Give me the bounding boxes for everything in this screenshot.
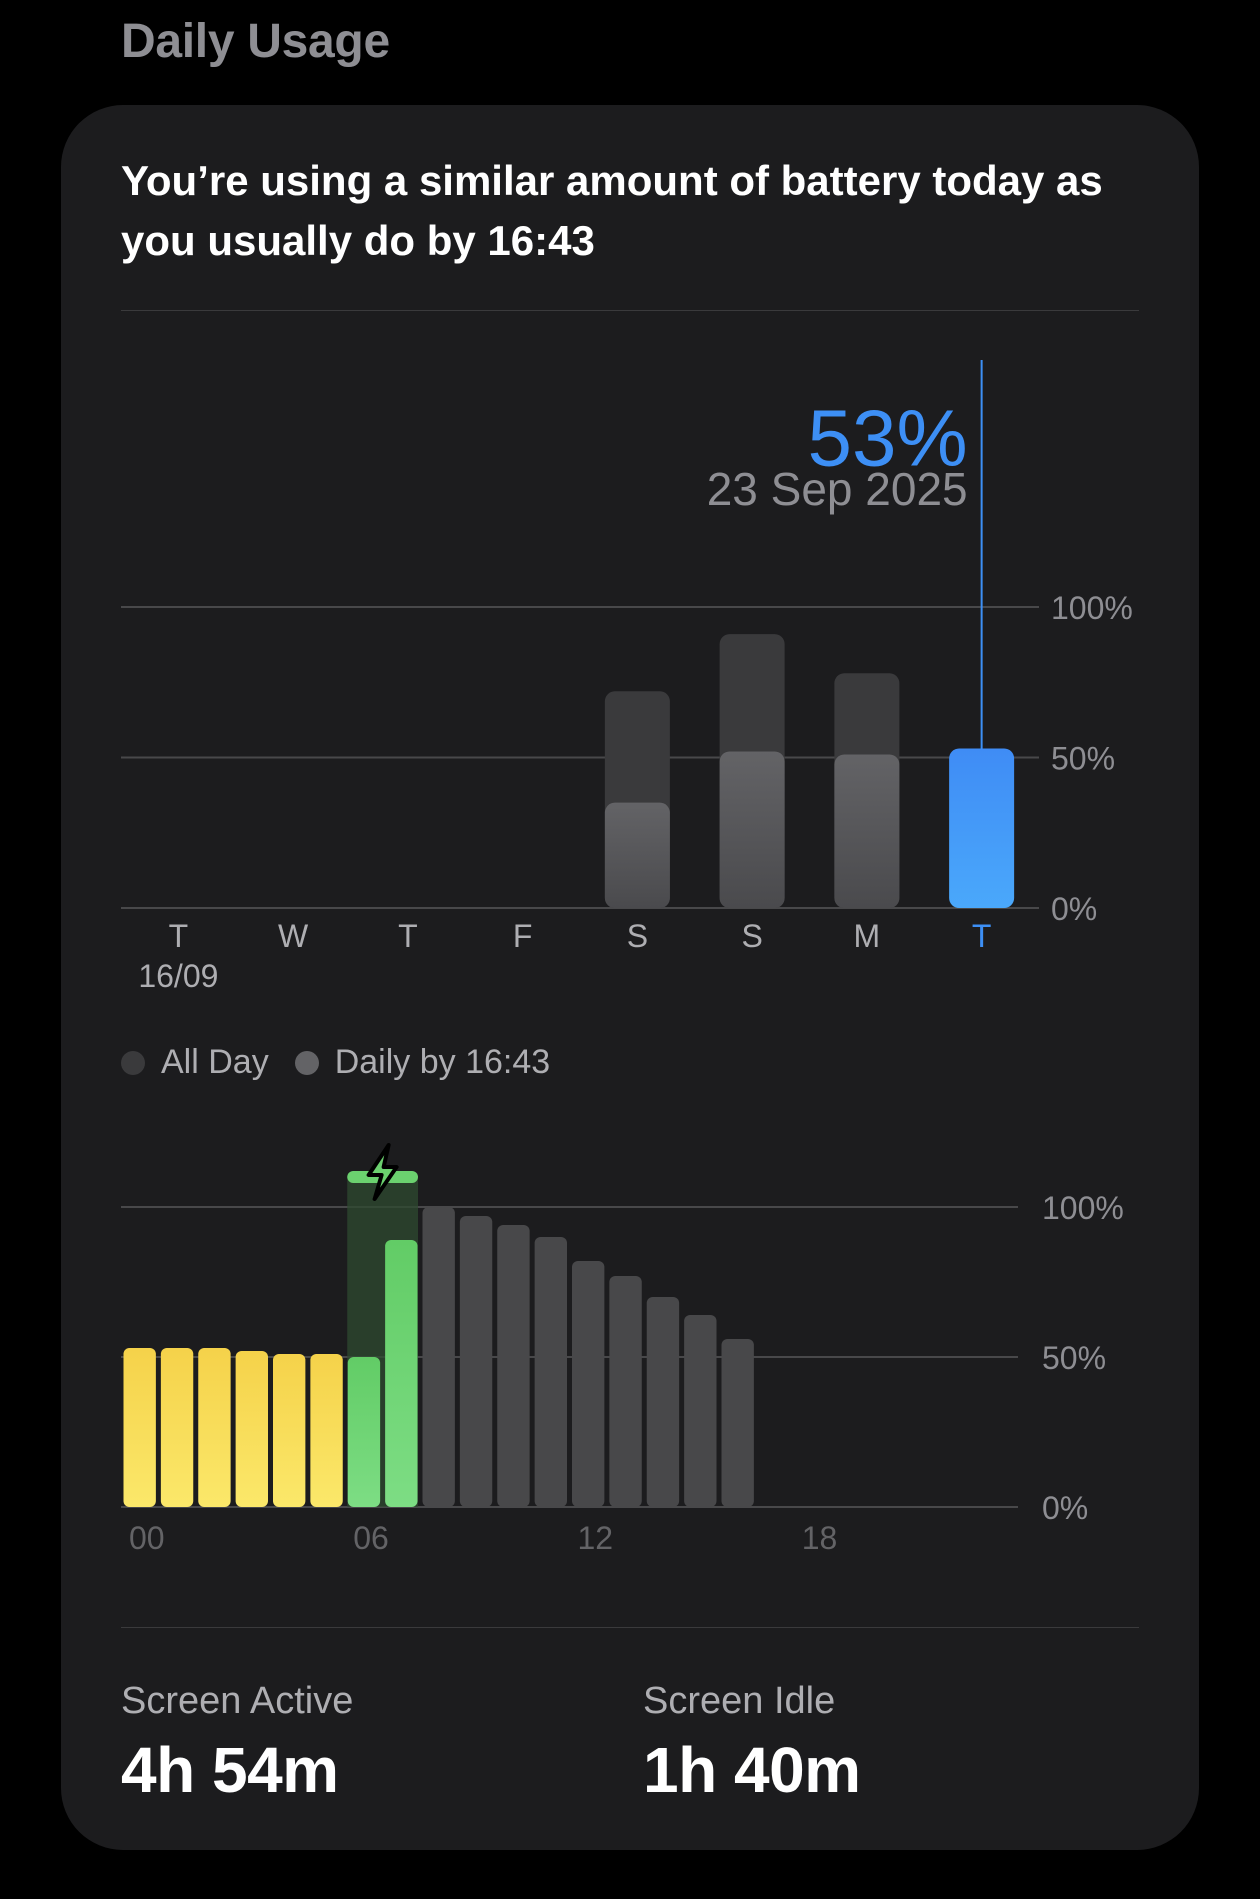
lightning-bolt-icon: [366, 1143, 399, 1201]
hourly-bar-forecast[interactable]: [721, 1339, 754, 1507]
weekly-day-label: T: [972, 918, 992, 954]
legend-daily-by-label: Daily by 16:43: [334, 1043, 551, 1081]
hourly-bar-forecast[interactable]: [534, 1237, 567, 1507]
screen-idle-label: Screen Idle: [643, 1680, 836, 1722]
weekly-bar-by-time[interactable]: [834, 754, 900, 908]
section-title: Daily Usage: [121, 15, 390, 68]
hourly-bar-battery[interactable]: [198, 1348, 231, 1507]
hourly-bar-battery[interactable]: [123, 1348, 156, 1507]
hourly-y-tick: 50%: [1042, 1340, 1106, 1376]
weekly-y-tick: 0%: [1051, 891, 1097, 927]
weekly-day-label: T: [398, 918, 418, 954]
charts-canvas: 100% 50% 0% T 16/09 W T F S S M 53%23 Sep 2025 T 100…: [121, 360, 1133, 1556]
hourly-bar-forecast[interactable]: [497, 1225, 530, 1507]
weekly-battery-chart[interactable]: 100% 50% 0% T 16/09 W T F S S M 53%23 Sep 2025 T: [121, 360, 1133, 994]
hourly-bar-charging[interactable]: [385, 1240, 418, 1507]
screen-idle-value: 1h 40m: [643, 1734, 861, 1806]
weekly-y-tick: 100%: [1051, 590, 1133, 626]
hourly-bar-battery[interactable]: [273, 1354, 306, 1507]
legend-daily-by-dot: [294, 1050, 319, 1075]
hourly-x-tick: 18: [802, 1520, 838, 1556]
divider-bottom: [121, 1627, 1139, 1628]
hourly-bar-forecast[interactable]: [646, 1297, 680, 1507]
hourly-bar-forecast[interactable]: [459, 1216, 493, 1507]
divider-top: [121, 310, 1139, 311]
weekly-day-label: W: [278, 918, 309, 954]
hourly-x-tick: 06: [353, 1520, 389, 1556]
weekly-day-label: T: [169, 918, 189, 954]
selected-date: 23 Sep 2025: [707, 463, 968, 515]
hourly-bar-battery[interactable]: [160, 1348, 194, 1507]
hourly-bar-charging[interactable]: [347, 1357, 381, 1507]
hourly-bar-battery[interactable]: [235, 1351, 268, 1507]
weekly-day-label: S: [627, 918, 648, 954]
hourly-bar-forecast[interactable]: [684, 1315, 717, 1507]
hourly-bar-battery[interactable]: [310, 1354, 343, 1507]
daily-usage-card: You’re using a similar amount of battery…: [61, 105, 1199, 1850]
weekly-day-label: S: [741, 918, 762, 954]
hourly-bar-forecast[interactable]: [422, 1207, 455, 1507]
hourly-bar-forecast[interactable]: [609, 1276, 642, 1507]
weekly-day-label: F: [513, 918, 533, 954]
legend-daily-by: Daily by 16:43: [294, 1043, 551, 1082]
hourly-y-tick: 0%: [1042, 1490, 1088, 1526]
hourly-y-tick: 100%: [1042, 1190, 1124, 1226]
weekly-day-sublabel: 16/09: [138, 958, 218, 994]
weekly-y-tick: 50%: [1051, 741, 1115, 777]
screen-active-value: 4h 54m: [121, 1734, 339, 1806]
screen-active-label: Screen Active: [121, 1680, 354, 1722]
weekly-day-label: M: [854, 918, 881, 954]
legend-all-day: All Day: [121, 1043, 269, 1082]
weekly-bar-by-time[interactable]: [719, 751, 785, 908]
legend-all-day-dot: [121, 1050, 145, 1075]
hourly-bar-forecast[interactable]: [572, 1261, 605, 1507]
weekly-bar-by-time[interactable]: [604, 802, 670, 908]
chart-legend: All Day Daily by 16:43: [121, 1043, 576, 1082]
weekly-bar-selected[interactable]: [949, 748, 1015, 908]
legend-all-day-label: All Day: [161, 1043, 269, 1081]
hourly-x-tick: 00: [129, 1520, 165, 1556]
selected-value: 53%: [808, 394, 968, 483]
hourly-x-tick: 12: [578, 1520, 614, 1556]
hourly-battery-chart[interactable]: 100% 50% 0% 00 06 12 18: [121, 1143, 1124, 1556]
usage-headline: You’re using a similar amount of battery…: [121, 157, 1103, 264]
